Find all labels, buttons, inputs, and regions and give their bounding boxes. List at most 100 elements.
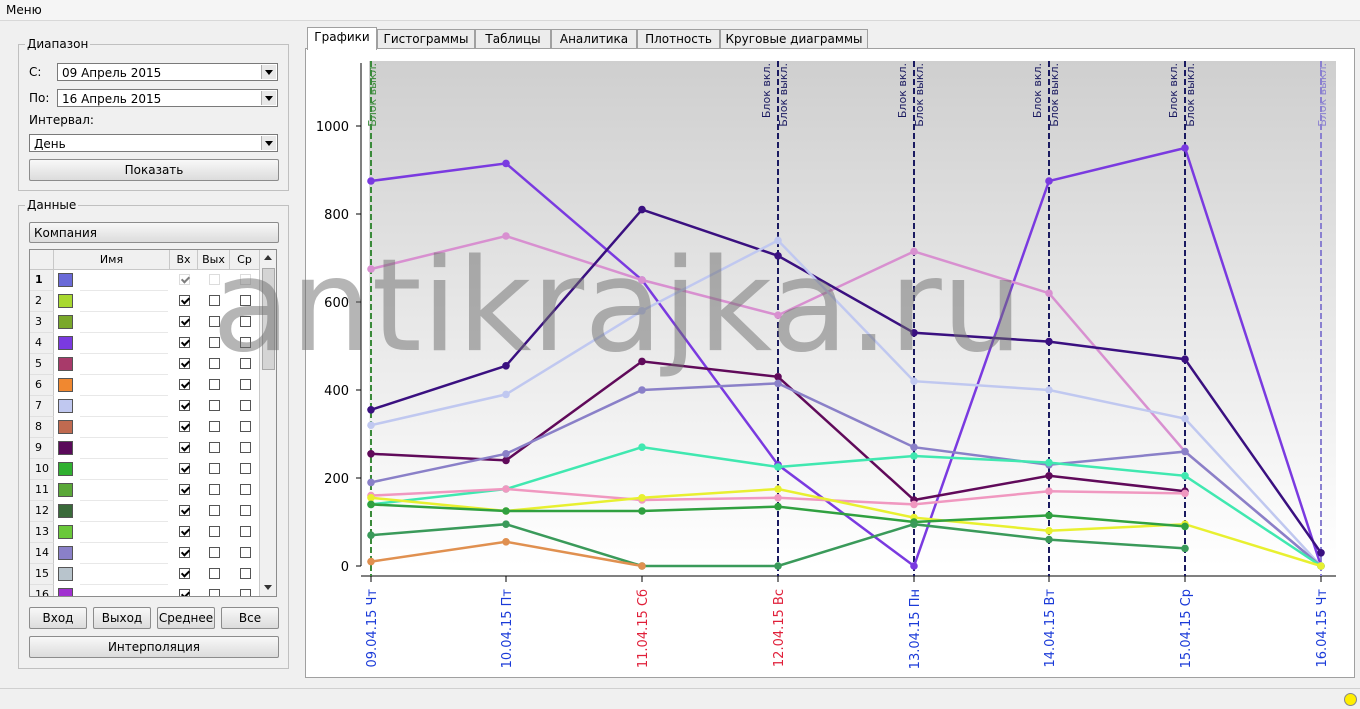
scroll-thumb[interactable] bbox=[262, 268, 275, 370]
color-swatch[interactable] bbox=[58, 546, 73, 560]
table-row[interactable]: 1 bbox=[30, 270, 260, 291]
checkbox-in[interactable] bbox=[179, 337, 190, 348]
checkbox-out[interactable] bbox=[209, 547, 220, 558]
checkbox-in[interactable] bbox=[179, 316, 190, 327]
checkbox-out[interactable] bbox=[209, 442, 220, 453]
color-swatch[interactable] bbox=[58, 336, 73, 350]
checkbox-in[interactable] bbox=[179, 463, 190, 474]
checkbox-in[interactable] bbox=[179, 505, 190, 516]
checkbox-avg[interactable] bbox=[240, 526, 251, 537]
checkbox-out[interactable] bbox=[209, 274, 220, 285]
to-date-combo[interactable]: 16 Апрель 2015 bbox=[57, 89, 278, 107]
interval-combo[interactable]: День bbox=[29, 134, 278, 152]
show-button[interactable]: Показать bbox=[29, 159, 279, 181]
table-row[interactable]: 13 bbox=[30, 522, 260, 543]
checkbox-in[interactable] bbox=[179, 568, 190, 579]
checkbox-avg[interactable] bbox=[240, 484, 251, 495]
tab-density[interactable]: Плотность bbox=[637, 29, 720, 49]
checkbox-avg[interactable] bbox=[240, 442, 251, 453]
table-row[interactable]: 10 bbox=[30, 459, 260, 480]
checkbox-out[interactable] bbox=[209, 316, 220, 327]
checkbox-avg[interactable] bbox=[240, 358, 251, 369]
checkbox-out[interactable] bbox=[209, 484, 220, 495]
checkbox-avg[interactable] bbox=[240, 421, 251, 432]
color-swatch[interactable] bbox=[58, 378, 73, 392]
table-row[interactable]: 14 bbox=[30, 543, 260, 564]
checkbox-avg[interactable] bbox=[240, 505, 251, 516]
checkbox-avg[interactable] bbox=[240, 463, 251, 474]
column-header-avg[interactable]: Ср bbox=[230, 250, 260, 270]
tab-pie-charts[interactable]: Круговые диаграммы bbox=[720, 29, 868, 49]
chevron-down-icon[interactable] bbox=[261, 136, 276, 150]
all-button[interactable]: Все bbox=[221, 607, 279, 629]
checkbox-in[interactable] bbox=[179, 526, 190, 537]
out-button[interactable]: Выход bbox=[93, 607, 151, 629]
checkbox-out[interactable] bbox=[209, 589, 220, 596]
tab-analytics[interactable]: Аналитика bbox=[551, 29, 637, 49]
checkbox-in[interactable] bbox=[179, 274, 190, 285]
table-row[interactable]: 16 bbox=[30, 585, 260, 596]
color-swatch[interactable] bbox=[58, 294, 73, 308]
color-swatch[interactable] bbox=[58, 483, 73, 497]
in-button[interactable]: Вход bbox=[29, 607, 87, 629]
checkbox-out[interactable] bbox=[209, 400, 220, 411]
company-header[interactable]: Компания bbox=[29, 222, 279, 243]
table-row[interactable]: 11 bbox=[30, 480, 260, 501]
tab-tables[interactable]: Таблицы bbox=[475, 29, 551, 49]
checkbox-avg[interactable] bbox=[240, 379, 251, 390]
tab-histograms[interactable]: Гистограммы bbox=[377, 29, 475, 49]
table-row[interactable]: 12 bbox=[30, 501, 260, 522]
checkbox-avg[interactable] bbox=[240, 295, 251, 306]
color-swatch[interactable] bbox=[58, 525, 73, 539]
checkbox-avg[interactable] bbox=[240, 316, 251, 327]
chevron-down-icon[interactable] bbox=[261, 91, 276, 105]
checkbox-out[interactable] bbox=[209, 568, 220, 579]
scroll-up-icon[interactable] bbox=[260, 250, 276, 266]
checkbox-out[interactable] bbox=[209, 421, 220, 432]
color-swatch[interactable] bbox=[58, 273, 73, 287]
table-row[interactable]: 6 bbox=[30, 375, 260, 396]
table-row[interactable]: 7 bbox=[30, 396, 260, 417]
color-swatch[interactable] bbox=[58, 357, 73, 371]
table-row[interactable]: 9 bbox=[30, 438, 260, 459]
checkbox-out[interactable] bbox=[209, 526, 220, 537]
color-swatch[interactable] bbox=[58, 588, 73, 596]
table-row[interactable]: 15 bbox=[30, 564, 260, 585]
checkbox-in[interactable] bbox=[179, 547, 190, 558]
chevron-down-icon[interactable] bbox=[261, 65, 276, 79]
scroll-down-icon[interactable] bbox=[260, 580, 276, 596]
checkbox-out[interactable] bbox=[209, 295, 220, 306]
table-row[interactable]: 4 bbox=[30, 333, 260, 354]
color-swatch[interactable] bbox=[58, 504, 73, 518]
menu-item[interactable]: Меню bbox=[6, 3, 42, 17]
checkbox-in[interactable] bbox=[179, 400, 190, 411]
checkbox-out[interactable] bbox=[209, 379, 220, 390]
column-header-in[interactable]: Вх bbox=[170, 250, 198, 270]
color-swatch[interactable] bbox=[58, 441, 73, 455]
table-row[interactable]: 8 bbox=[30, 417, 260, 438]
color-swatch[interactable] bbox=[58, 567, 73, 581]
column-header-name[interactable]: Имя bbox=[54, 250, 170, 270]
checkbox-in[interactable] bbox=[179, 295, 190, 306]
color-swatch[interactable] bbox=[58, 420, 73, 434]
checkbox-out[interactable] bbox=[209, 505, 220, 516]
checkbox-out[interactable] bbox=[209, 463, 220, 474]
checkbox-in[interactable] bbox=[179, 358, 190, 369]
interpolation-button[interactable]: Интерполяция bbox=[29, 636, 279, 658]
checkbox-avg[interactable] bbox=[240, 400, 251, 411]
checkbox-in[interactable] bbox=[179, 379, 190, 390]
checkbox-in[interactable] bbox=[179, 589, 190, 596]
tab-charts[interactable]: Графики bbox=[307, 27, 377, 50]
color-swatch[interactable] bbox=[58, 315, 73, 329]
checkbox-out[interactable] bbox=[209, 337, 220, 348]
checkbox-avg[interactable] bbox=[240, 274, 251, 285]
table-row[interactable]: 2 bbox=[30, 291, 260, 312]
table-row[interactable]: 5 bbox=[30, 354, 260, 375]
checkbox-avg[interactable] bbox=[240, 589, 251, 596]
checkbox-in[interactable] bbox=[179, 484, 190, 495]
checkbox-in[interactable] bbox=[179, 442, 190, 453]
average-button[interactable]: Среднее bbox=[157, 607, 215, 629]
color-swatch[interactable] bbox=[58, 399, 73, 413]
checkbox-avg[interactable] bbox=[240, 547, 251, 558]
column-header-out[interactable]: Вых bbox=[198, 250, 230, 270]
